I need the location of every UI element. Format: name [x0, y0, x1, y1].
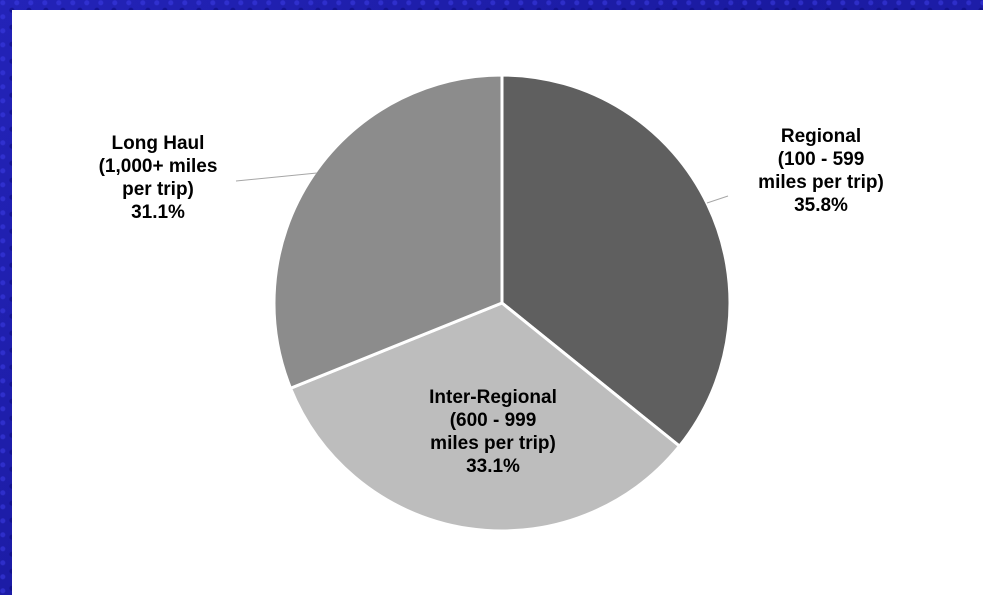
- slice-label-line: Inter-Regional: [429, 387, 557, 408]
- slice-label-line: miles per trip): [430, 433, 556, 454]
- slice-label-line: Long Haul: [112, 133, 205, 154]
- slice-label-line: per trip): [122, 179, 194, 200]
- slice-label-line: (600 - 999: [450, 410, 537, 431]
- pie-slice-3: [272, 73, 504, 391]
- leader-line-3: [235, 172, 318, 182]
- slice-value-label: 35.8%: [794, 195, 848, 216]
- pie-slice-2: [288, 301, 682, 533]
- slice-label-line: (1,000+ miles: [99, 156, 218, 177]
- slice-label-3: Long Haul (1,000+ miles per trip) 31.1%: [99, 133, 218, 223]
- slice-label-line: Regional: [781, 126, 861, 147]
- pie-slice-1: [500, 73, 732, 449]
- slice-label-2: Inter-Regional (600 - 999 miles per trip) 3…: [429, 387, 557, 477]
- chart-panel: Regional (100 - 599 miles per trip) 35.8% In…: [12, 10, 983, 595]
- slice-value-label: 33.1%: [466, 456, 520, 477]
- slice-label-line: miles per trip): [758, 172, 884, 193]
- slice-value-label: 31.1%: [131, 202, 185, 223]
- slice-label-1: Regional (100 - 599 miles per trip) 35.8%: [758, 126, 884, 216]
- pie-chart: Regional (100 - 599 miles per trip) 35.8%In…: [99, 73, 884, 533]
- slice-label-line: (100 - 599: [778, 149, 865, 170]
- leader-line-1: [706, 195, 729, 204]
